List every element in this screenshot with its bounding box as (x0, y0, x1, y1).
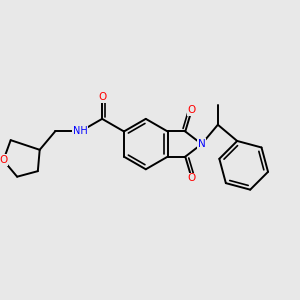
Text: O: O (188, 173, 196, 183)
Text: N: N (198, 139, 206, 149)
Text: NH: NH (73, 127, 88, 136)
Text: O: O (0, 155, 8, 165)
Text: O: O (98, 92, 106, 102)
Text: O: O (188, 105, 196, 115)
